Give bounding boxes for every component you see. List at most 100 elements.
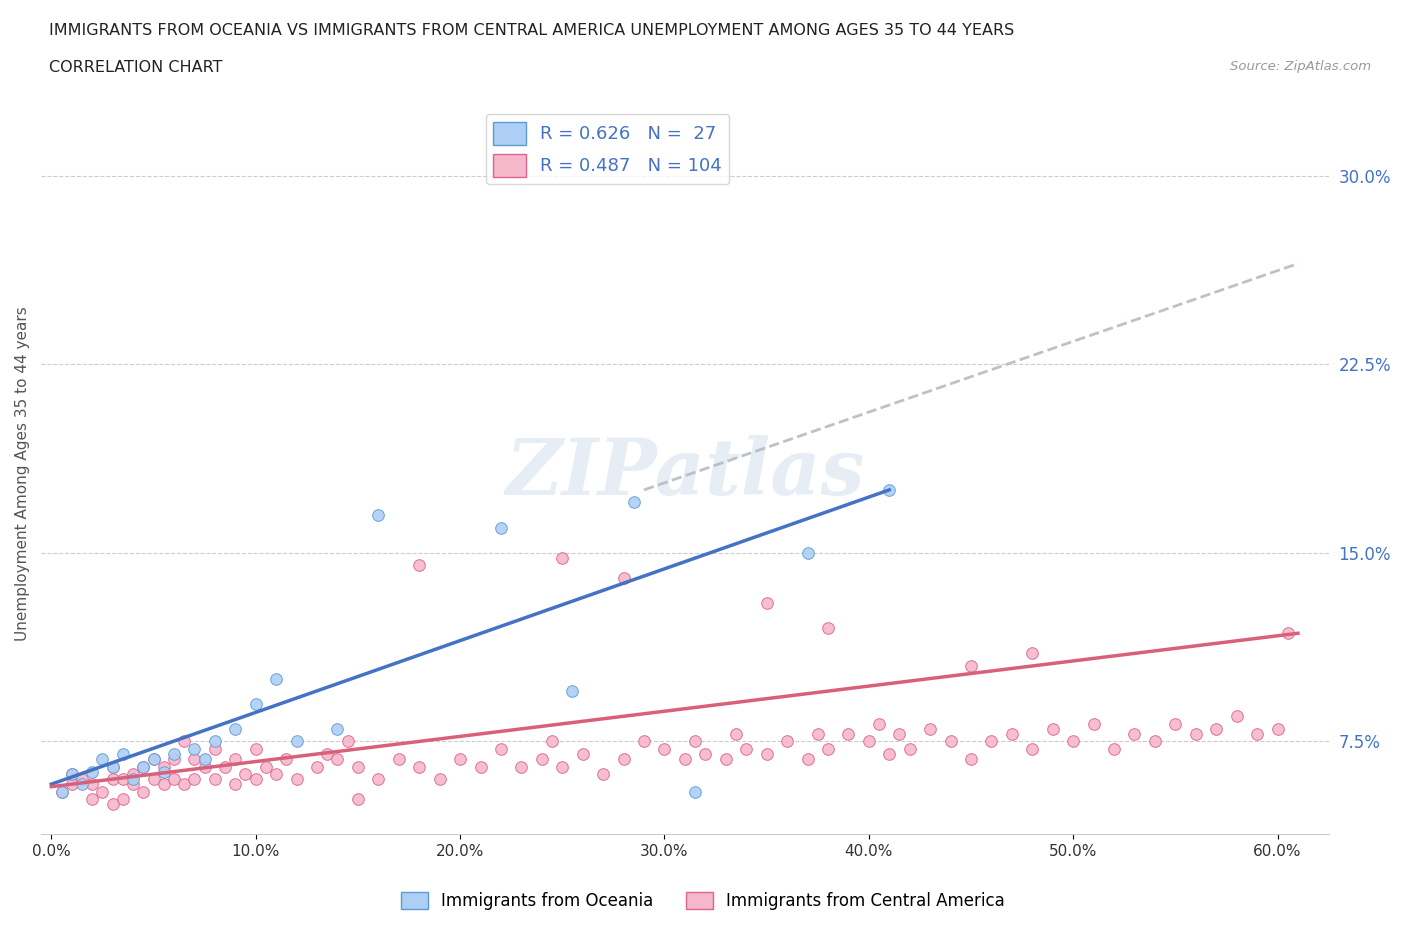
Point xyxy=(980,734,1002,749)
Point xyxy=(245,697,267,711)
Point xyxy=(920,722,942,737)
Point xyxy=(204,734,226,749)
Point xyxy=(60,766,83,781)
Point xyxy=(755,747,778,762)
Point xyxy=(367,508,389,523)
Point xyxy=(276,751,298,766)
Point xyxy=(755,595,778,610)
Point xyxy=(939,734,962,749)
Point xyxy=(264,671,287,686)
Point xyxy=(1042,722,1064,737)
Point xyxy=(152,777,174,791)
Point xyxy=(489,520,512,535)
Point xyxy=(91,784,114,799)
Point xyxy=(408,759,430,774)
Point xyxy=(132,784,155,799)
Point xyxy=(101,759,124,774)
Point xyxy=(122,766,145,781)
Point xyxy=(673,751,696,766)
Point xyxy=(1267,722,1289,737)
Point xyxy=(254,759,277,774)
Point xyxy=(264,766,287,781)
Point xyxy=(470,759,492,774)
Point xyxy=(817,741,839,756)
Point xyxy=(101,759,124,774)
Point xyxy=(163,747,186,762)
Point xyxy=(152,764,174,779)
Point xyxy=(561,684,583,698)
Point xyxy=(960,751,983,766)
Point xyxy=(82,764,104,779)
Point xyxy=(429,772,451,787)
Legend: R = 0.626   N =  27, R = 0.487   N = 104: R = 0.626 N = 27, R = 0.487 N = 104 xyxy=(486,114,730,184)
Point xyxy=(51,784,73,799)
Point xyxy=(142,772,165,787)
Point xyxy=(1226,709,1249,724)
Point xyxy=(245,772,267,787)
Point xyxy=(111,747,134,762)
Point xyxy=(142,751,165,766)
Point xyxy=(807,726,830,741)
Point xyxy=(796,545,818,560)
Point xyxy=(510,759,533,774)
Text: IMMIGRANTS FROM OCEANIA VS IMMIGRANTS FROM CENTRAL AMERICA UNEMPLOYMENT AMONG AG: IMMIGRANTS FROM OCEANIA VS IMMIGRANTS FR… xyxy=(49,23,1015,38)
Point xyxy=(1164,716,1187,731)
Point xyxy=(1123,726,1146,741)
Point xyxy=(695,747,717,762)
Point xyxy=(724,726,747,741)
Point xyxy=(1277,626,1299,641)
Point xyxy=(91,751,114,766)
Point xyxy=(714,751,737,766)
Point xyxy=(837,726,859,741)
Y-axis label: Unemployment Among Ages 35 to 44 years: Unemployment Among Ages 35 to 44 years xyxy=(15,306,30,641)
Point xyxy=(173,777,195,791)
Text: CORRELATION CHART: CORRELATION CHART xyxy=(49,60,222,75)
Point xyxy=(796,751,818,766)
Point xyxy=(1143,734,1166,749)
Point xyxy=(60,777,83,791)
Point xyxy=(541,734,564,749)
Point xyxy=(194,751,217,766)
Point xyxy=(1246,726,1268,741)
Point xyxy=(530,751,553,766)
Point xyxy=(683,734,706,749)
Point xyxy=(285,772,308,787)
Point xyxy=(858,734,880,749)
Point xyxy=(877,483,900,498)
Point xyxy=(101,797,124,812)
Point xyxy=(1001,726,1024,741)
Point xyxy=(60,766,83,781)
Point xyxy=(408,558,430,573)
Point xyxy=(551,551,574,565)
Point xyxy=(245,741,267,756)
Point xyxy=(633,734,655,749)
Point xyxy=(111,772,134,787)
Point xyxy=(388,751,411,766)
Point xyxy=(868,716,890,731)
Point xyxy=(316,747,339,762)
Point xyxy=(101,772,124,787)
Point xyxy=(224,777,246,791)
Legend: Immigrants from Oceania, Immigrants from Central America: Immigrants from Oceania, Immigrants from… xyxy=(394,885,1012,917)
Point xyxy=(1062,734,1084,749)
Point xyxy=(623,495,645,510)
Point xyxy=(613,751,636,766)
Point xyxy=(111,791,134,806)
Point xyxy=(70,777,93,791)
Point xyxy=(489,741,512,756)
Point xyxy=(122,772,145,787)
Point xyxy=(1083,716,1105,731)
Point xyxy=(142,751,165,766)
Point xyxy=(1021,741,1043,756)
Point xyxy=(367,772,389,787)
Point xyxy=(654,741,676,756)
Point xyxy=(347,759,370,774)
Point xyxy=(336,734,359,749)
Point xyxy=(305,759,328,774)
Point xyxy=(551,759,574,774)
Point xyxy=(183,772,205,787)
Point xyxy=(183,751,205,766)
Point xyxy=(194,759,217,774)
Point xyxy=(214,759,236,774)
Text: ZIPatlas: ZIPatlas xyxy=(505,435,865,512)
